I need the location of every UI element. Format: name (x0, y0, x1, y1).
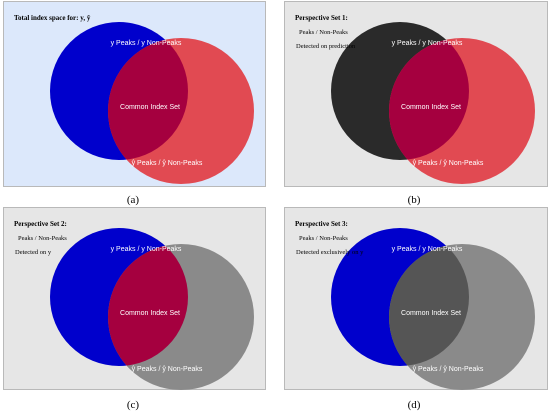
label-yhat-set: ŷ Peaks / ŷ Non-Peaks (413, 366, 484, 373)
common-index-overlap (389, 38, 469, 160)
panel-description-line: Detected on prediction (296, 43, 356, 50)
panel-c: y Peaks / y Non-Peaks Common Index Set ŷ P… (3, 207, 266, 390)
common-index-overlap (108, 244, 188, 366)
venn-diagram: y Peaks / y Non-Peaks Common Index Set ŷ P… (50, 228, 254, 390)
label-yhat-set: ŷ Peaks / ŷ Non-Peaks (413, 160, 484, 167)
panel-description-line: Peaks / Non-Peaks (299, 235, 348, 242)
panel-heading: Perspective Set 2: (14, 220, 67, 228)
label-common-set: Common Index Set (120, 104, 180, 111)
panel-heading: Perspective Set 3: (295, 220, 348, 228)
common-index-overlap (108, 38, 188, 160)
panel-a: y Peaks / y Non-Peaks Common Index Set ŷ P… (3, 1, 266, 187)
panel-b: y Peaks / y Non-Peaks Common Index Set ŷ P… (284, 1, 548, 187)
label-y-set: y Peaks / y Non-Peaks (111, 40, 182, 47)
panel-heading: Perspective Set 1: (295, 14, 348, 22)
panel-description-line: Peaks / Non-Peaks (299, 29, 348, 36)
panel-description-line: Detected exclusively on y (296, 249, 364, 256)
panel-caption: (b) (407, 194, 421, 206)
label-common-set: Common Index Set (401, 104, 461, 111)
panel-caption: (c) (126, 399, 140, 411)
label-common-set: Common Index Set (401, 310, 461, 317)
label-common-set: Common Index Set (120, 310, 180, 317)
label-y-set: y Peaks / y Non-Peaks (392, 246, 463, 253)
label-yhat-set: ŷ Peaks / ŷ Non-Peaks (132, 160, 203, 167)
common-index-overlap (389, 244, 469, 366)
label-yhat-set: ŷ Peaks / ŷ Non-Peaks (132, 366, 203, 373)
panel-description-line: Peaks / Non-Peaks (18, 235, 67, 242)
venn-diagram: y Peaks / y Non-Peaks Common Index Set ŷ P… (331, 228, 535, 390)
panel-description-line: Detected on y (15, 249, 52, 256)
label-y-set: y Peaks / y Non-Peaks (111, 246, 182, 253)
venn-diagram: y Peaks / y Non-Peaks Common Index Set ŷ P… (50, 22, 254, 184)
panel-d: y Peaks / y Non-Peaks Common Index Set ŷ P… (284, 207, 548, 390)
label-y-set: y Peaks / y Non-Peaks (392, 40, 463, 47)
panel-caption: (d) (407, 399, 421, 411)
panel-caption: (a) (126, 194, 140, 206)
venn-diagram: y Peaks / y Non-Peaks Common Index Set ŷ P… (331, 22, 535, 184)
panel-heading: Total index space for: y, ŷ (14, 14, 91, 22)
